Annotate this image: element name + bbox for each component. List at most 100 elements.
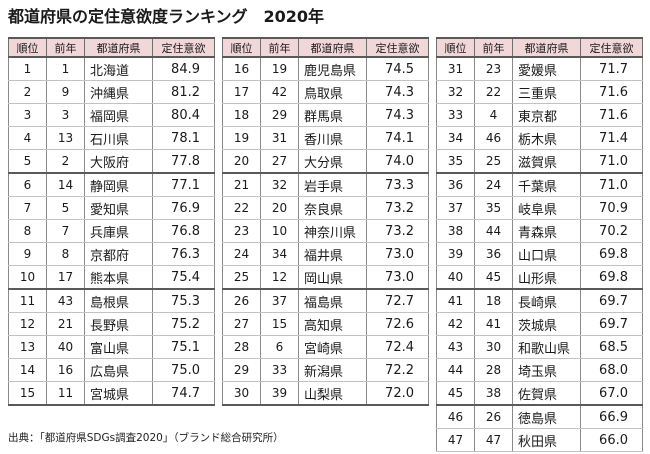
table-row: 12 21 長野県 75.2: [8, 312, 215, 336]
table-row: 15 11 宮城県 74.7: [8, 381, 215, 406]
rank-cell: 41: [436, 289, 475, 313]
prev-cell: 20: [260, 196, 299, 220]
rank-cell: 42: [436, 312, 475, 336]
prefecture-cell: 宮城県: [84, 381, 153, 406]
table-row: 16 19 鹿児島県 74.5: [222, 57, 429, 81]
score-cell: 66.9: [580, 405, 643, 429]
prev-cell: 43: [46, 289, 85, 313]
score-cell: 72.4: [366, 335, 429, 359]
prefecture-cell: 大阪府: [84, 149, 153, 174]
prev-cell: 25: [474, 149, 513, 174]
rank-cell: 6: [8, 173, 47, 197]
prefecture-cell: 京都府: [84, 242, 153, 266]
table-row: 31 23 愛媛県 71.7: [436, 57, 643, 81]
score-cell: 73.2: [366, 219, 429, 243]
prefecture-cell: 岐阜県: [512, 196, 581, 220]
rank-cell: 47: [436, 428, 475, 452]
prefecture-cell: 山梨県: [298, 381, 367, 406]
table-row: 19 31 香川県 74.1: [222, 126, 429, 150]
table-row: 2 9 沖縄県 81.2: [8, 80, 215, 104]
prev-cell: 31: [260, 126, 299, 150]
table-row: 25 12 岡山県 73.0: [222, 265, 429, 290]
prev-cell: 8: [46, 242, 85, 266]
prefecture-cell: 岡山県: [298, 265, 367, 290]
score-cell: 75.1: [152, 335, 215, 359]
prev-cell: 26: [474, 405, 513, 429]
rank-cell: 9: [8, 242, 47, 266]
table-row: 18 29 群馬県 74.3: [222, 103, 429, 127]
prev-cell: 37: [260, 289, 299, 313]
rank-cell: 44: [436, 358, 475, 382]
prefecture-cell: 鹿児島県: [298, 57, 367, 81]
table-row: 44 28 埼玉県 68.0: [436, 358, 643, 382]
rank-cell: 26: [222, 289, 261, 313]
score-cell: 71.7: [580, 57, 643, 81]
prev-cell: 7: [46, 219, 85, 243]
prev-cell: 24: [474, 173, 513, 197]
prefecture-cell: 福島県: [298, 289, 367, 313]
prefecture-cell: 静岡県: [84, 173, 153, 197]
prefecture-cell: 福岡県: [84, 103, 153, 127]
score-cell: 75.0: [152, 358, 215, 382]
table-row: 5 2 大阪府 77.8: [8, 149, 215, 174]
score-cell: 77.1: [152, 173, 215, 197]
prefecture-cell: 富山県: [84, 335, 153, 359]
rank-cell: 36: [436, 173, 475, 197]
rank-cell: 28: [222, 335, 261, 359]
rank-cell: 35: [436, 149, 475, 174]
rank-cell: 1: [8, 57, 47, 81]
table-row: 47 47 秋田県 66.0: [436, 428, 643, 452]
column-header-pref: 都道府県: [84, 37, 153, 58]
prefecture-cell: 香川県: [298, 126, 367, 150]
rank-cell: 32: [436, 80, 475, 104]
rank-cell: 14: [8, 358, 47, 382]
prefecture-cell: 長野県: [84, 312, 153, 336]
score-cell: 76.9: [152, 196, 215, 220]
prev-cell: 3: [46, 103, 85, 127]
prefecture-cell: 兵庫県: [84, 219, 153, 243]
prev-cell: 42: [260, 80, 299, 104]
prefecture-cell: 東京都: [512, 103, 581, 127]
prefecture-cell: 長崎県: [512, 289, 581, 313]
score-cell: 75.4: [152, 265, 215, 290]
prev-cell: 34: [260, 242, 299, 266]
score-cell: 73.0: [366, 242, 429, 266]
rank-cell: 7: [8, 196, 47, 220]
rank-cell: 34: [436, 126, 475, 150]
rank-cell: 43: [436, 335, 475, 359]
rank-cell: 23: [222, 219, 261, 243]
table-row: 39 36 山口県 69.8: [436, 242, 643, 266]
prev-cell: 32: [260, 173, 299, 197]
source-note: 出典：「都道府県SDGs調査2020」（ブランド総合研究所）: [8, 432, 284, 444]
prefecture-cell: 沖縄県: [84, 80, 153, 104]
prev-cell: 19: [260, 57, 299, 81]
prefecture-cell: 大分県: [298, 149, 367, 174]
table-row: 34 46 栃木県 71.4: [436, 126, 643, 150]
prev-cell: 39: [260, 381, 299, 406]
prefecture-cell: 山口県: [512, 242, 581, 266]
column-header-score: 定住意欲: [152, 37, 215, 58]
table-row: 37 35 岐阜県 70.9: [436, 196, 643, 220]
prefecture-cell: 愛媛県: [512, 57, 581, 81]
column-header-score: 定住意欲: [366, 37, 429, 58]
table-row: 20 27 大分県 74.0: [222, 149, 429, 174]
rank-cell: 13: [8, 335, 47, 359]
rank-cell: 16: [222, 57, 261, 81]
prefecture-cell: 滋賀県: [512, 149, 581, 174]
rank-cell: 27: [222, 312, 261, 336]
score-cell: 76.3: [152, 242, 215, 266]
table-row: 17 42 鳥取県 74.3: [222, 80, 429, 104]
table-row: 23 10 神奈川県 73.2: [222, 219, 429, 243]
prefecture-cell: 茨城県: [512, 312, 581, 336]
column-header-pref: 都道府県: [298, 37, 367, 58]
column-header-rank: 順位: [222, 37, 261, 58]
table-row: 45 38 佐賀県 67.0: [436, 381, 643, 406]
prev-cell: 41: [474, 312, 513, 336]
score-cell: 78.1: [152, 126, 215, 150]
score-cell: 71.4: [580, 126, 643, 150]
score-cell: 74.5: [366, 57, 429, 81]
prev-cell: 23: [474, 57, 513, 81]
column-header-score: 定住意欲: [580, 37, 643, 58]
prefecture-cell: 北海道: [84, 57, 153, 81]
prefecture-cell: 奈良県: [298, 196, 367, 220]
